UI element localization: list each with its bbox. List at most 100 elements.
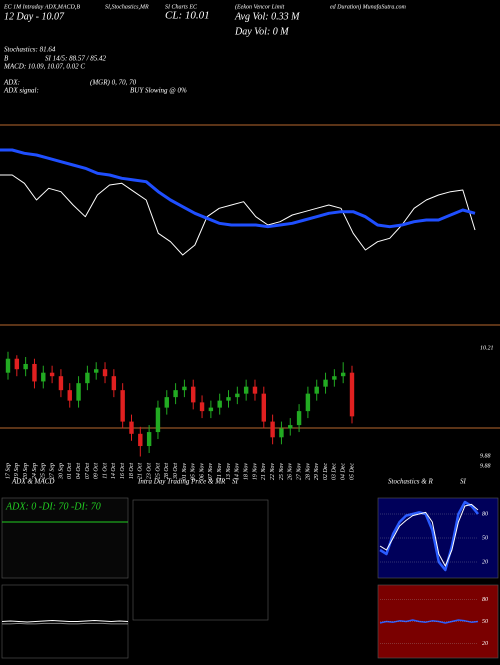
x-tick-label: 30 Sep [58, 463, 64, 480]
x-tick-label: 05 Nov [191, 463, 197, 481]
candle-body [111, 376, 117, 391]
candle-body [226, 397, 231, 401]
candle-body [67, 390, 72, 401]
x-tick-label: 27 Nov [296, 463, 302, 481]
header-text: EC 1M Intraday ADX,MACD,B [3, 4, 80, 10]
day-vol: Day Vol: 0 M [234, 26, 289, 37]
x-tick-label: 02 Dec [323, 463, 329, 480]
legend: ADX: 0 -DI: 70 -DI: 70 [5, 501, 101, 512]
panel-title: Intra Day Trading Price & MR [137, 478, 226, 486]
candle-body [5, 358, 11, 373]
series-line [379, 500, 479, 572]
header-text: SI,Stochastics,MR [105, 4, 149, 10]
x-tick-label: 07 Oct [85, 463, 91, 479]
candle-body [58, 376, 64, 391]
panel-title: Stochastics & R [388, 478, 433, 486]
series-line [2, 622, 128, 625]
candle-body [23, 363, 28, 370]
x-tick-label: 19 Sep [14, 463, 20, 479]
day-text: 12 Day - 10.07 [4, 11, 65, 22]
x-tick-label: 11 Oct [102, 463, 108, 479]
candle-body [261, 393, 266, 422]
candle-body [85, 372, 90, 384]
x-tick-label: 01 Oct [67, 463, 73, 479]
candle-body [314, 386, 319, 394]
x-tick-label: 25 Sep [41, 463, 47, 479]
adx-signal-label: ADX signal: [3, 87, 39, 95]
candle-body [173, 390, 178, 398]
candle-body [252, 386, 258, 394]
x-tick-label: 28 Oct [164, 463, 170, 479]
header-text: (Eekon Vencor Limit [235, 3, 285, 10]
avg-vol: Avg Vol: 0.33 M [234, 11, 300, 22]
y-tick-label: 50 [482, 535, 488, 541]
panel-title: SI [232, 478, 239, 486]
candle-body [129, 421, 134, 434]
y-tick-label: 20 [482, 641, 488, 647]
x-tick-label: 03 Dec [332, 463, 338, 480]
candle-body [138, 433, 143, 447]
candle-body [14, 358, 20, 370]
candle-body [76, 383, 81, 401]
candle-body [243, 386, 249, 394]
candle-body [164, 397, 169, 408]
candle-body [217, 400, 222, 408]
close-text: CL: 10.01 [165, 10, 210, 22]
candle-body [94, 369, 99, 373]
x-tick-label: 07 Nov [208, 463, 214, 481]
panel-title: SI [460, 478, 467, 486]
x-tick-label: 05 Dec [349, 463, 355, 480]
x-tick-label: 04 Dec [340, 463, 347, 480]
candle-body [102, 369, 108, 377]
candle-body [208, 407, 214, 412]
x-tick-label: 18 Nov [244, 463, 250, 481]
x-tick-label: 06 Nov [199, 463, 205, 481]
candle-body [32, 363, 37, 382]
candle-body [235, 393, 240, 398]
x-tick-label: 22 Nov [270, 463, 276, 481]
x-tick-label: 18 Oct [129, 463, 135, 479]
series-line [379, 503, 479, 567]
x-tick-label: 23 Oct [147, 463, 153, 479]
candle-body [270, 421, 275, 438]
x-tick-label: 14 Oct [110, 463, 117, 479]
y-tick-label: 80 [482, 511, 488, 517]
header-text: ed Duration) MunafaSutra.com [330, 3, 406, 10]
price-label: 9.88 [480, 463, 491, 469]
adx-signal: BUY Slowing @ 0% [130, 87, 187, 95]
candle-body [146, 432, 152, 447]
candle-body [120, 390, 125, 422]
x-tick-label: 01 Nov [182, 463, 188, 481]
x-tick-label: 11 Nov [217, 463, 223, 480]
candle-body [199, 402, 205, 412]
x-tick-label: 09 Oct [94, 463, 100, 479]
si-text: SI 14/5: 88.57 / 85.42 [45, 55, 107, 63]
candle-body [279, 428, 284, 438]
x-tick-label: 14 Nov [234, 463, 241, 481]
x-tick-label: 13 Nov [226, 463, 232, 481]
macd-text: MACD: 10.09, 10.07, 0.02 C [3, 63, 85, 71]
x-tick-label: 16 Oct [120, 463, 126, 479]
candle-body [296, 411, 302, 426]
series-line [0, 148, 476, 229]
series-line [0, 174, 476, 256]
adx-text: ADX: [3, 79, 20, 87]
candle-body [182, 386, 187, 391]
candle-body [41, 372, 46, 382]
panel-title: ADX & MACD [11, 478, 54, 486]
candle-body [323, 379, 328, 387]
header-text: SI Charts EC [165, 4, 198, 10]
candle-body [305, 393, 311, 412]
x-tick-label: 21 Nov [261, 463, 267, 481]
x-tick-label: 20 Sep [23, 463, 29, 479]
series-line [1, 620, 129, 623]
x-tick-label: 04 Oct [75, 463, 82, 479]
adx-panel [1, 497, 129, 579]
intraday-panel [132, 499, 269, 621]
price-label: 9.88 [480, 453, 491, 459]
x-tick-label: 24 Sep [31, 463, 38, 479]
candle-body [349, 372, 355, 417]
x-tick-label: 17 Sep [5, 463, 11, 479]
candle-body [340, 372, 346, 377]
